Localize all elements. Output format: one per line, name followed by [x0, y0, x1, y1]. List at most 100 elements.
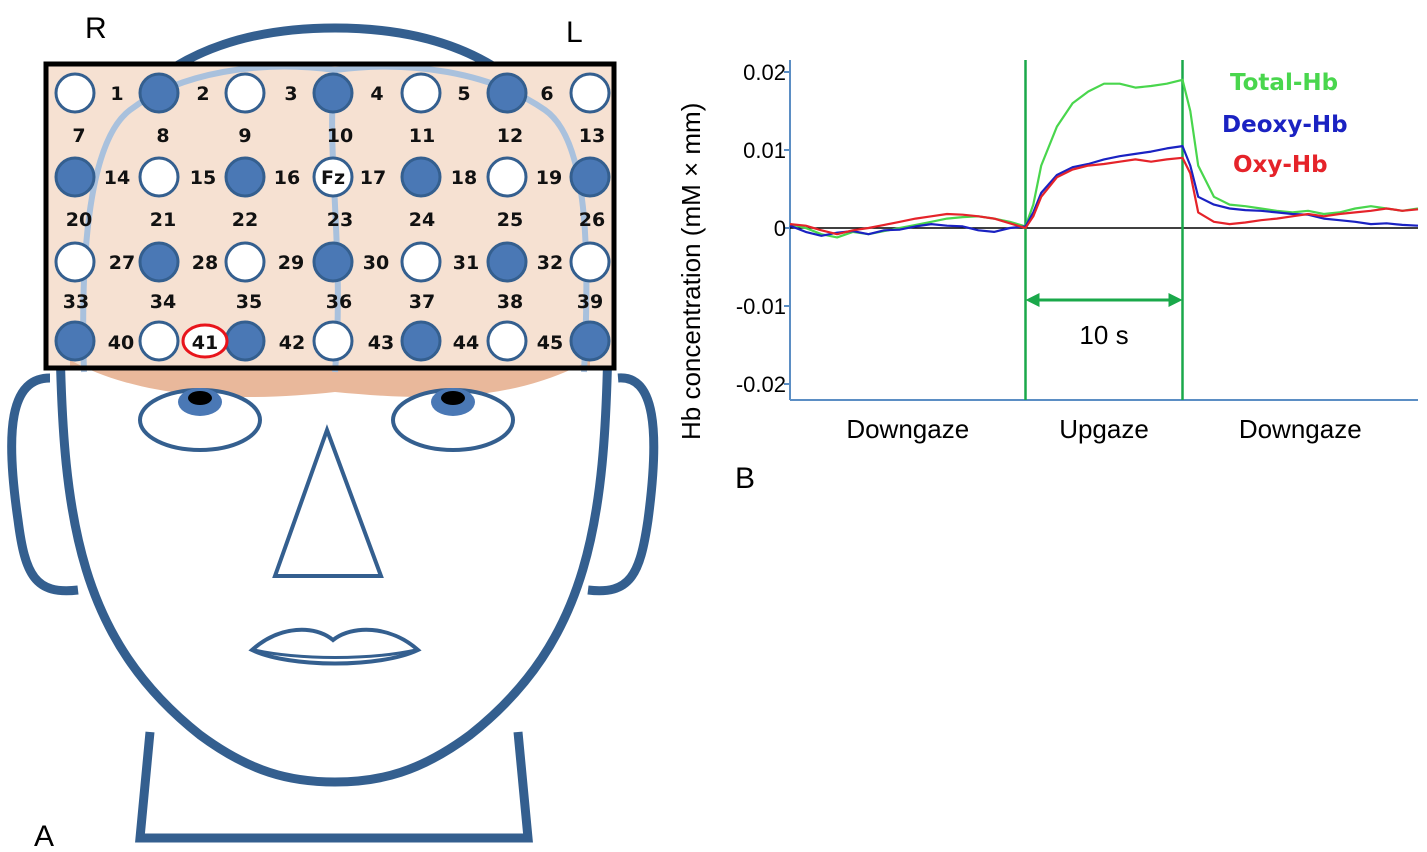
optode-emitter — [224, 156, 266, 198]
series-lines — [789, 78, 1419, 239]
highlighted-channel-ring — [181, 323, 229, 359]
channel-label-7: 7 — [72, 125, 85, 147]
channel-label-23: 23 — [327, 209, 353, 231]
phase-label: Upgaze — [1059, 414, 1149, 444]
channel-label-26: 26 — [579, 209, 605, 231]
optode-detector — [569, 241, 611, 283]
optode-emitter — [312, 72, 354, 114]
series-line-total-hb — [789, 78, 1419, 239]
optode-emitter — [54, 320, 96, 362]
channel-label-35: 35 — [236, 291, 262, 313]
legend: Total-Hb Deoxy-Hb Oxy-Hb — [1222, 70, 1348, 178]
duration-arrow-left-head — [1025, 293, 1040, 307]
channel-label-19: 19 — [536, 167, 562, 189]
channel-label-4: 4 — [370, 83, 383, 105]
left-ear — [587, 373, 659, 596]
channel-label-42: 42 — [279, 332, 305, 354]
y-tick-label: -0.02 — [736, 372, 786, 397]
optode-detector — [138, 320, 180, 362]
optode-detector — [54, 241, 96, 283]
hb-concentration-chart: 0.02 0.01 0 -0.01 -0.02 10 s Downgaze Upgaze D… — [676, 60, 1419, 495]
optode-detector — [400, 241, 442, 283]
y-tick-label: 0.02 — [743, 60, 786, 85]
y-tick-label: 0 — [774, 216, 786, 241]
mouth-line — [253, 648, 417, 659]
channel-label-5: 5 — [457, 83, 470, 105]
channel-label-32: 32 — [537, 252, 563, 274]
channel-label-38: 38 — [497, 291, 523, 313]
channel-label-1: 1 — [110, 83, 123, 105]
channel-label-37: 37 — [409, 291, 435, 313]
channel-label-31: 31 — [453, 252, 479, 274]
optode-detector — [486, 156, 528, 198]
channel-label-14: 14 — [104, 167, 130, 189]
optode-emitter — [569, 320, 611, 362]
optode-emitter — [54, 156, 96, 198]
phase-labels: Downgaze Upgaze Downgaze — [846, 414, 1361, 444]
phase-markers — [1024, 60, 1184, 400]
channel-label-16: 16 — [274, 167, 300, 189]
optode-emitter — [224, 320, 266, 362]
probe-frame — [43, 61, 617, 371]
duration-arrow-right-head — [1168, 293, 1183, 307]
channel-label-40: 40 — [108, 332, 134, 354]
optode-detector — [400, 72, 442, 114]
optode-emitter — [486, 72, 528, 114]
channel-label-10: 10 — [327, 125, 353, 147]
phase-label: Downgaze — [1239, 414, 1362, 444]
left-pupil — [441, 391, 465, 405]
channel-label-41: 41 — [192, 332, 218, 354]
optode-detector — [569, 72, 611, 114]
optode-detector — [486, 320, 528, 362]
right-side-label: R — [85, 12, 107, 45]
channel-label-12: 12 — [497, 125, 523, 147]
optode-emitter — [312, 241, 354, 283]
optode-grid: Fz — [54, 72, 611, 362]
channel-label-18: 18 — [451, 167, 477, 189]
right-pupil — [188, 391, 212, 405]
y-tick-label: 0.01 — [743, 138, 786, 163]
optode-detector — [312, 320, 354, 362]
optode-emitter — [138, 241, 180, 283]
fz-label: Fz — [321, 167, 345, 189]
y-ticks: 0.02 0.01 0 -0.01 -0.02 — [736, 60, 790, 397]
channel-label-33: 33 — [63, 291, 89, 313]
channel-label-28: 28 — [192, 252, 218, 274]
series-line-oxy-hb — [789, 156, 1419, 236]
nose — [272, 424, 384, 578]
channel-label-22: 22 — [232, 209, 258, 231]
channel-label-36: 36 — [326, 291, 352, 313]
channel-label-11: 11 — [409, 125, 435, 147]
channel-label-44: 44 — [453, 332, 479, 354]
neck — [135, 731, 533, 843]
channel-label-3: 3 — [284, 83, 297, 105]
channel-label-27: 27 — [109, 252, 135, 274]
panel-b-label: B — [735, 462, 755, 495]
optode-detector — [312, 156, 354, 198]
optode-emitter — [400, 320, 442, 362]
left-side-label: L — [566, 16, 583, 49]
legend-entry-total-hb: Total-Hb — [1230, 70, 1338, 96]
optode-emitter — [138, 72, 180, 114]
optode-emitter — [569, 156, 611, 198]
y-tick-label: -0.01 — [736, 294, 786, 319]
channel-label-15: 15 — [190, 167, 216, 189]
optode-detector — [54, 72, 96, 114]
optode-emitter — [486, 241, 528, 283]
legend-entry-oxy-hb: Oxy-Hb — [1233, 152, 1328, 178]
legend-entry-deoxy-hb: Deoxy-Hb — [1222, 112, 1348, 138]
channel-label-25: 25 — [497, 209, 523, 231]
channel-label-34: 34 — [150, 291, 176, 313]
channel-label-30: 30 — [363, 252, 389, 274]
optode-emitter — [400, 156, 442, 198]
channel-label-9: 9 — [238, 125, 251, 147]
channel-label-29: 29 — [278, 252, 304, 274]
channel-label-6: 6 — [540, 83, 553, 105]
channel-label-8: 8 — [156, 125, 169, 147]
channel-label-2: 2 — [196, 83, 209, 105]
channel-label-17: 17 — [360, 167, 386, 189]
duration-label: 10 s — [1079, 320, 1128, 350]
